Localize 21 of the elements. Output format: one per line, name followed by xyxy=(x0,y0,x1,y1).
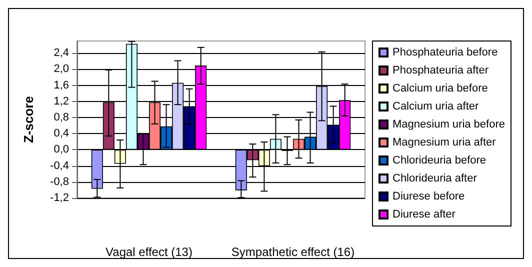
y-tick-label: 0,8 xyxy=(54,111,69,124)
y-tick-label: 2,0 xyxy=(54,63,69,76)
legend-label: Diurese before xyxy=(392,190,465,202)
y-tick-label: -1,2 xyxy=(50,192,69,204)
legend-label: Chlorideuria after xyxy=(392,172,478,184)
legend-label: Magnesium uria after xyxy=(392,136,496,148)
y-tick-label: -0,8 xyxy=(50,176,69,188)
legend-label: Phosphateuria before xyxy=(392,46,498,58)
legend-label: Calcium uria before xyxy=(392,82,488,94)
y-axis-title: Z-score xyxy=(21,96,36,143)
legend-label: Phosphateuria after xyxy=(392,64,489,76)
legend-label: Magnesium uria before xyxy=(392,118,506,130)
y-tick-label: 0,0 xyxy=(54,144,69,156)
y-tick-label: 1,2 xyxy=(54,95,69,108)
y-tick-label: 1,6 xyxy=(54,79,69,92)
legend-label: Calcium uria after xyxy=(392,100,480,112)
y-tick-label: -0,4 xyxy=(50,160,69,172)
legend-label: Chlorideuria before xyxy=(392,154,486,166)
legend-label: Diurese after xyxy=(392,208,456,220)
y-tick-label: 2,4 xyxy=(54,47,69,60)
y-tick-label: 0,4 xyxy=(54,128,69,140)
